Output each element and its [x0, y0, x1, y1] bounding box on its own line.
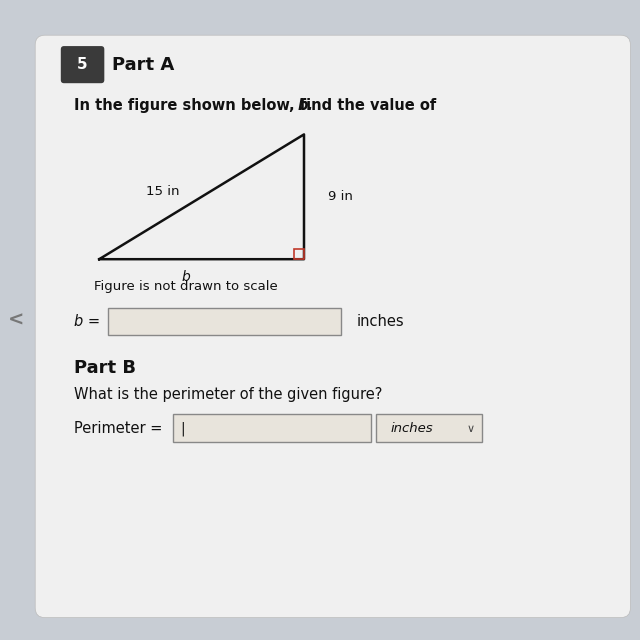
FancyBboxPatch shape: [61, 46, 104, 83]
FancyBboxPatch shape: [376, 414, 482, 442]
Bar: [294, 249, 304, 259]
Text: Figure is not drawn to scale: Figure is not drawn to scale: [93, 280, 278, 292]
Text: 15 in: 15 in: [147, 185, 180, 198]
Text: b =: b =: [74, 314, 100, 330]
Text: What is the perimeter of the given figure?: What is the perimeter of the given figur…: [74, 387, 382, 403]
Text: |: |: [180, 422, 185, 436]
Text: Perimeter =: Perimeter =: [74, 421, 162, 436]
Text: Part A: Part A: [112, 56, 174, 74]
Text: <: <: [8, 310, 24, 330]
Text: b.: b.: [298, 98, 314, 113]
Text: ∨: ∨: [467, 424, 474, 434]
Text: inches: inches: [390, 422, 433, 435]
Text: 9 in: 9 in: [328, 190, 353, 204]
FancyBboxPatch shape: [173, 414, 371, 442]
Text: 5: 5: [77, 57, 88, 72]
Text: b: b: [181, 270, 190, 284]
FancyBboxPatch shape: [108, 308, 341, 335]
FancyBboxPatch shape: [35, 35, 630, 618]
Text: inches: inches: [357, 314, 404, 330]
Text: Part B: Part B: [74, 359, 136, 377]
Text: In the figure shown below, find the value of: In the figure shown below, find the valu…: [74, 98, 441, 113]
